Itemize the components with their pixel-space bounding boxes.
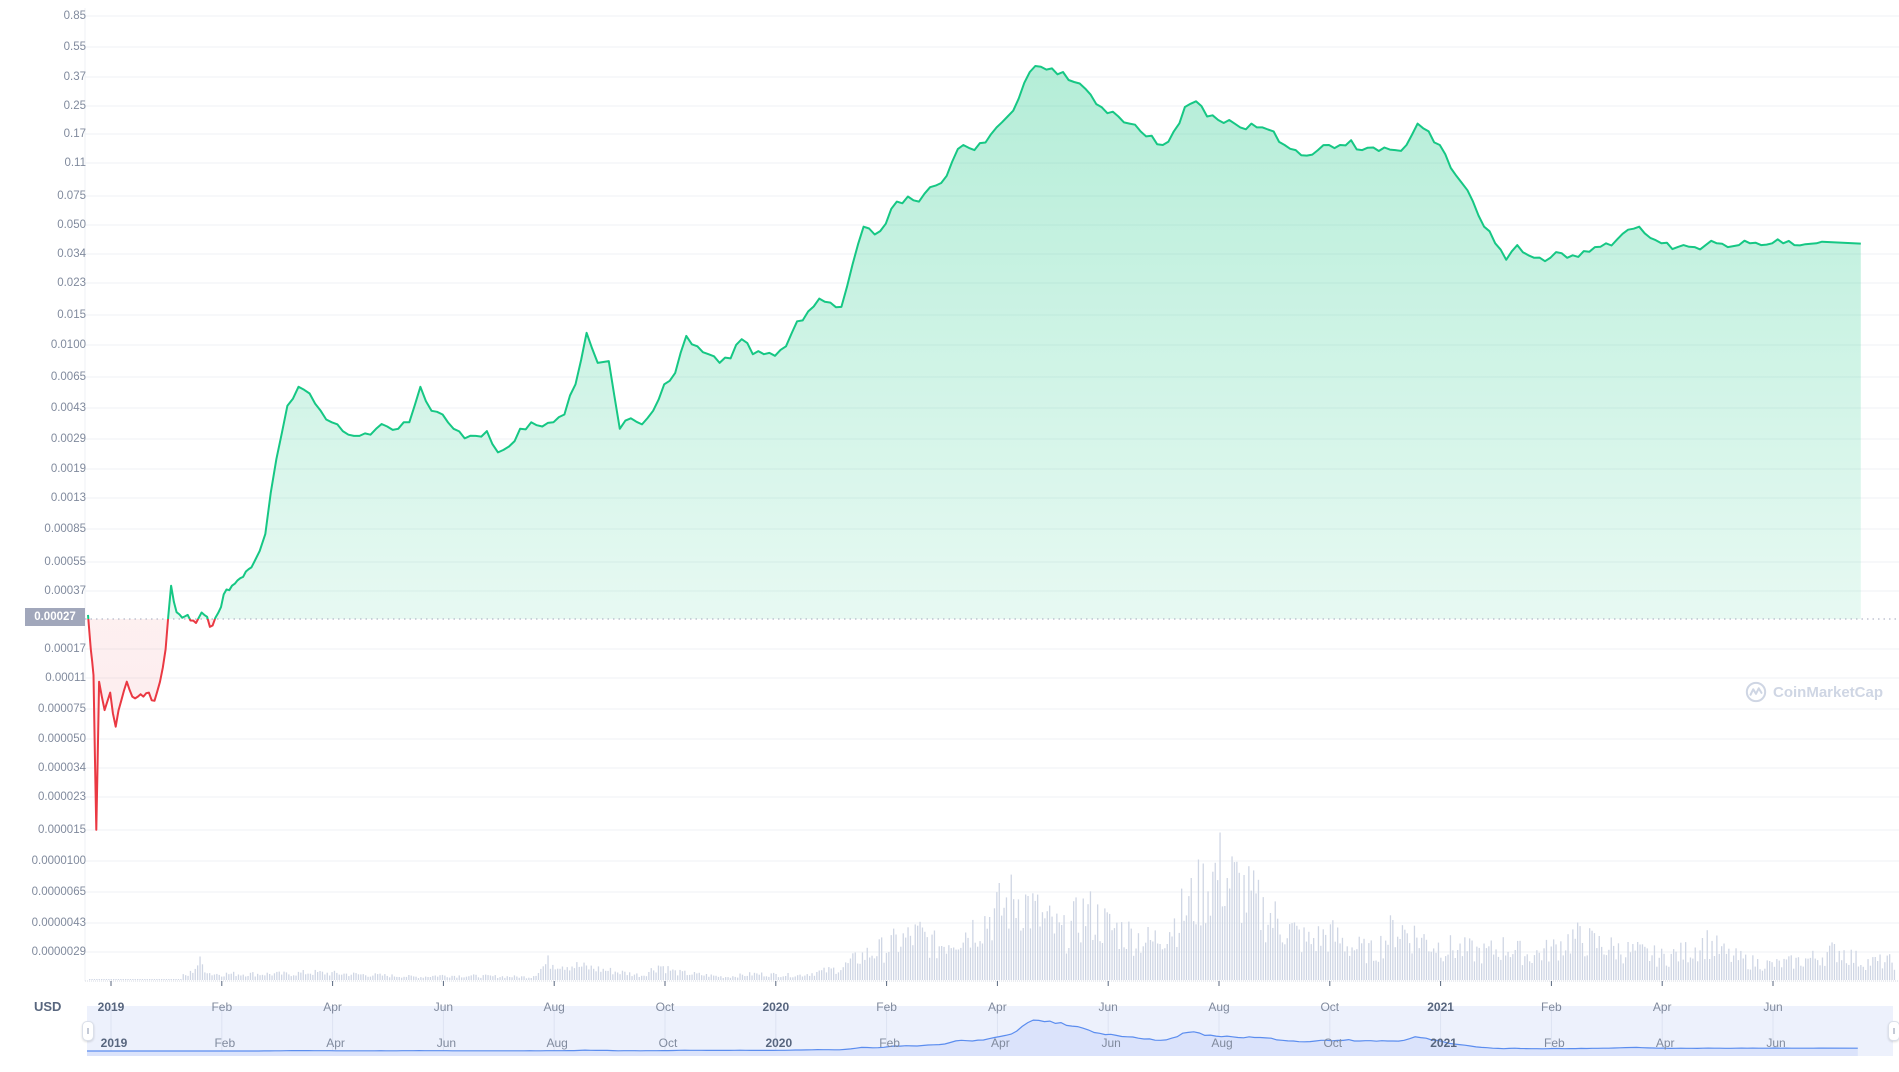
y-tick-label: 0.000023 [38, 791, 86, 803]
navigator-tick-label: Apr [991, 1036, 1010, 1050]
navigator-tick-label: Oct [1323, 1036, 1343, 1050]
x-tick-label: Feb [1541, 1000, 1562, 1014]
navigator-tick-label: 2021 [1430, 1036, 1457, 1050]
y-tick-label: 0.0065 [50, 371, 86, 383]
y-tick-label: 0.0000029 [31, 946, 86, 958]
x-tick-label: 2021 [1427, 1000, 1454, 1014]
navigator-tick-label: Aug [1211, 1036, 1233, 1050]
navigator-tick-label: 2019 [100, 1036, 128, 1050]
x-tick-label: Apr [323, 1000, 342, 1014]
y-tick-label: 0.0000065 [31, 886, 86, 898]
y-tick-label: 0.000034 [38, 762, 86, 774]
navigator-left-handle[interactable]: ‖ [82, 1021, 94, 1041]
price-area [88, 66, 1861, 830]
x-tick-label: Oct [1320, 1000, 1340, 1014]
x-tick-label: Aug [1208, 1000, 1230, 1014]
y-tick-label: 0.25 [63, 100, 86, 112]
navigator-tick-label: Jun [1766, 1036, 1786, 1050]
navigator-tick-label: Jun [436, 1036, 457, 1050]
navigator-tick-label: Apr [326, 1036, 345, 1050]
y-tick-label: 0.0013 [50, 492, 86, 504]
y-tick-label: 0.00085 [44, 523, 86, 535]
navigator-tick-label: Apr [1655, 1036, 1675, 1050]
coinmarketcap-logo-icon [1745, 681, 1767, 703]
x-tick-label: 2020 [762, 1000, 790, 1014]
y-tick-label: 0.17 [63, 128, 86, 140]
navigator-tick-label: Feb [214, 1036, 236, 1050]
y-tick-label: 0.050 [57, 219, 86, 231]
y-tick-label: 0.000015 [38, 824, 86, 836]
y-tick-label: 0.0000043 [31, 917, 86, 929]
navigator-tick-label: Oct [658, 1036, 678, 1050]
y-tick-label: 0.0019 [50, 463, 86, 475]
y-tick-label: 0.37 [63, 71, 86, 83]
x-tick-label: Jun [433, 1000, 454, 1014]
watermark-text: CoinMarketCap [1773, 683, 1884, 701]
x-tick-label: Feb [876, 1000, 897, 1014]
y-tick-label: 0.0000100 [31, 855, 86, 867]
y-tick-label: 0.55 [63, 41, 86, 53]
y-tick-label: 0.023 [57, 277, 86, 289]
y-tick-label: 0.85 [63, 10, 86, 22]
y-tick-label: 0.000075 [38, 703, 86, 715]
y-tick-label: 0.0100 [50, 339, 86, 351]
x-tick-label: 2019 [97, 1000, 125, 1014]
navigator-tick-label: Feb [1544, 1036, 1565, 1050]
navigator-tick-label: Feb [879, 1036, 900, 1050]
watermark: CoinMarketCap [1745, 681, 1883, 703]
y-tick-label: 0.00011 [45, 672, 86, 684]
x-tick-label: Apr [1652, 1000, 1672, 1014]
y-tick-label: 0.000050 [38, 733, 86, 745]
x-tick-label: Apr [988, 1000, 1007, 1014]
y-tick-label: 0.0029 [50, 433, 86, 445]
navigator-series [87, 1019, 1858, 1056]
y-tick-label: 0.00055 [44, 556, 86, 568]
currency-label: USD [34, 999, 62, 1014]
navigator-tick-label: Aug [546, 1036, 568, 1050]
navigator-right-handle[interactable]: ‖ [1888, 1021, 1899, 1041]
x-tick-label: Jun [1763, 1000, 1783, 1014]
x-tick-label: Aug [543, 1000, 565, 1014]
y-tick-label: 0.11 [64, 157, 86, 169]
y-tick-label: 0.00017 [44, 643, 86, 655]
y-tick-label: 0.034 [57, 248, 86, 260]
y-tick-label: 0.0043 [50, 402, 86, 414]
navigator-tick-label: 2020 [765, 1036, 793, 1050]
y-tick-label: 0.075 [57, 190, 86, 202]
y-tick-label: 0.015 [57, 309, 86, 321]
price-line [87, 65, 1861, 831]
navigator-tick-label: Jun [1101, 1036, 1121, 1050]
x-axis-ticks [110, 981, 1774, 986]
current-price-badge: 0.00027 [25, 608, 85, 626]
volume-bars [89, 832, 1896, 980]
y-tick-label: 0.00037 [44, 585, 86, 597]
x-tick-label: Jun [1098, 1000, 1118, 1014]
x-tick-label: Feb [211, 1000, 233, 1014]
x-tick-label: Oct [655, 1000, 675, 1014]
